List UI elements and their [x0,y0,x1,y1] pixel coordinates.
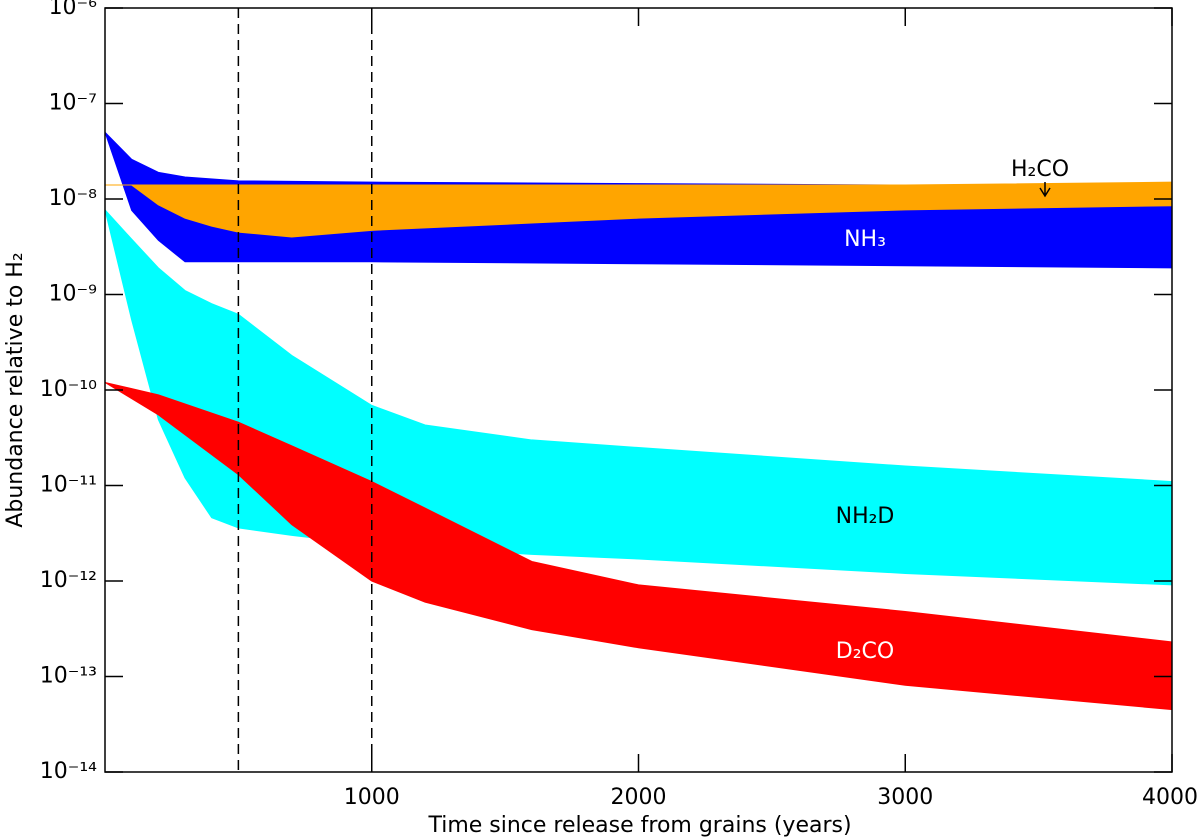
bands [104,131,1173,711]
y-axis-label: Abundance relative to H₂ [3,252,28,527]
x-axis-label: Time since release from grains (years) [427,813,851,838]
y-tick-label: 10⁻¹² [40,568,97,593]
y-tick-label: 10⁻¹⁰ [40,377,97,402]
series-label: NH₂D [836,504,895,529]
x-tick-label: 4000 [1142,785,1198,810]
y-tick-label: 10⁻⁷ [49,91,97,116]
series-label: NH₃ [844,227,886,252]
y-tick-label: 10⁻⁹ [49,282,97,307]
y-tick-label: 10⁻¹⁴ [40,759,97,784]
x-tick-label: 1000 [344,785,400,810]
series-label: H₂CO [1011,157,1069,182]
label-arrow [1039,182,1051,198]
y-tick-label: 10⁻¹¹ [40,473,97,498]
y-tick-label: 10⁻⁸ [49,186,98,211]
series-label: D₂CO [836,639,894,664]
y-tick-label: 10⁻¹³ [40,664,97,689]
x-tick-label: 2000 [611,785,667,810]
x-tick-label: 3000 [877,785,933,810]
y-tick-label: 10⁻⁶ [49,0,98,20]
